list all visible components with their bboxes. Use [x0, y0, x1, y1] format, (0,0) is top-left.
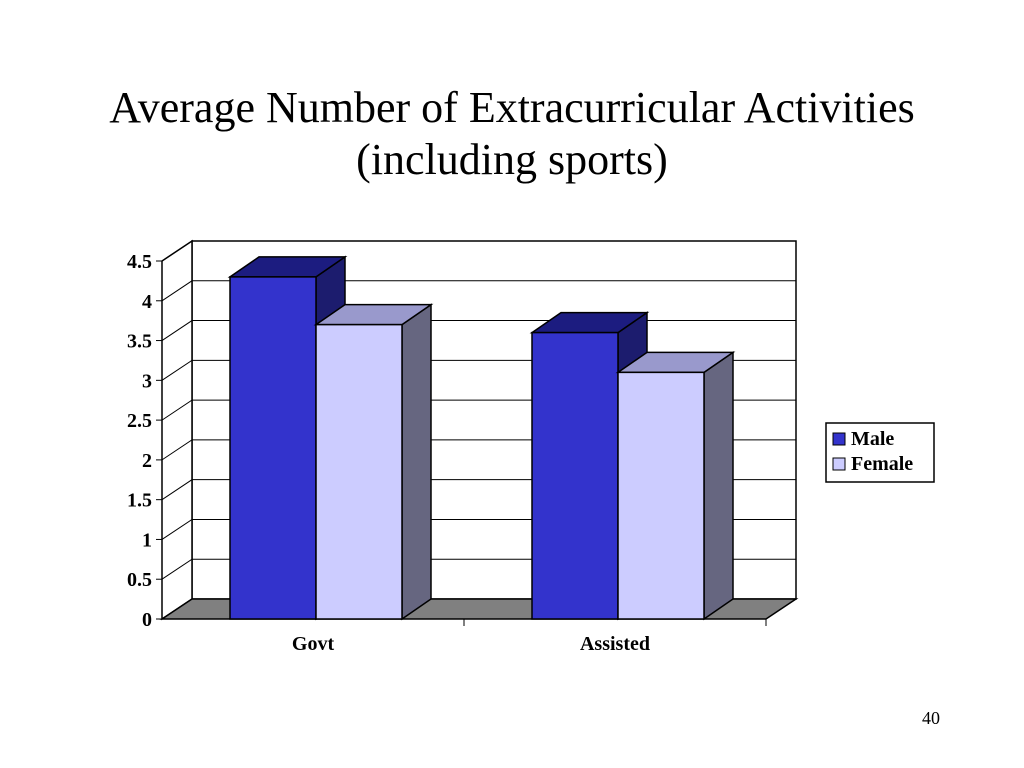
y-tick-label: 0.5: [127, 569, 152, 591]
bar-side: [401, 303, 432, 621]
legend-label: Female: [851, 453, 913, 475]
slide-title: Average Number of Extracurricular Activi…: [0, 82, 1024, 186]
gridline: [161, 280, 796, 302]
bar-side: [703, 350, 734, 621]
bar-male-govt: [229, 276, 317, 620]
bar-female-assisted: [617, 371, 705, 620]
legend-swatch: [832, 457, 846, 471]
y-tick-label: 1.5: [127, 490, 152, 512]
gridline: [161, 240, 796, 262]
y-tick-label: 3: [142, 370, 152, 392]
legend-label: Male: [851, 428, 894, 450]
x-tick-label: Govt: [292, 633, 335, 655]
page-number: 40: [922, 708, 940, 728]
slide-title-line-1: Average Number of Extracurricular Activi…: [109, 83, 915, 132]
x-tick-label: Assisted: [580, 633, 650, 655]
y-tick-label: 3.5: [127, 331, 152, 353]
bar-female-govt: [315, 323, 403, 620]
y-tick-label: 2: [142, 450, 152, 472]
legend-swatch: [832, 432, 846, 446]
bar-male-assisted: [531, 331, 619, 620]
y-tick-label: 4: [142, 291, 152, 313]
y-tick-label: 0: [142, 609, 152, 631]
y-tick-label: 4.5: [127, 251, 152, 273]
y-tick-label: 1: [142, 529, 152, 551]
y-tick-label: 2.5: [127, 410, 152, 432]
slide-title-line-2: (including sports): [356, 135, 668, 184]
